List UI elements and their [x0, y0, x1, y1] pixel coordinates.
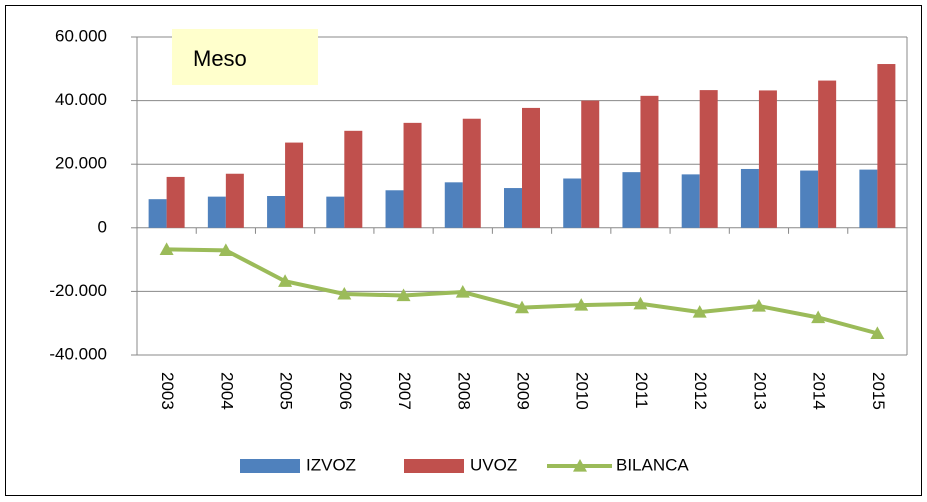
- bar: [207, 196, 226, 228]
- bar: [581, 100, 600, 228]
- x-tick-label: 2009: [514, 372, 533, 410]
- line-marker: [692, 305, 707, 318]
- bar: [758, 90, 777, 228]
- bar: [403, 122, 422, 228]
- legend-swatch: [404, 459, 464, 473]
- line-marker: [396, 288, 411, 302]
- x-tick-label: 2006: [336, 372, 355, 410]
- line-marker: [633, 296, 648, 310]
- bar: [462, 118, 481, 228]
- line-marker: [574, 298, 589, 311]
- x-tick-label: 2015: [869, 372, 888, 410]
- line-marker: [455, 285, 470, 298]
- legend-swatch: [240, 459, 300, 473]
- bar: [344, 130, 363, 228]
- bar: [522, 107, 540, 228]
- line-marker: [870, 326, 885, 339]
- bar: [681, 174, 700, 228]
- line-marker: [278, 274, 293, 287]
- line-marker: [218, 243, 233, 256]
- legend-marker: [573, 459, 587, 472]
- bar: [285, 142, 304, 228]
- x-tick-label: 2008: [454, 372, 473, 410]
- x-tick-label: 2011: [632, 372, 651, 409]
- x-tick-label: 2007: [395, 372, 414, 410]
- bar: [563, 178, 582, 228]
- line-marker: [751, 299, 766, 312]
- line-marker: [811, 310, 826, 324]
- x-tick-label: 2010: [573, 372, 592, 410]
- bar: [444, 182, 463, 228]
- x-tick-label: 2012: [691, 372, 710, 410]
- y-tick-label: 20.000: [55, 154, 107, 173]
- x-tick-label: 2014: [810, 372, 829, 410]
- bar: [699, 90, 718, 228]
- y-tick-label: 40.000: [55, 90, 107, 109]
- y-tick-label: -20.000: [49, 281, 107, 300]
- title-box: [172, 29, 318, 85]
- line-marker: [515, 300, 529, 314]
- bar: [504, 188, 522, 228]
- x-tick-label: 2003: [158, 372, 177, 410]
- bar: [877, 64, 896, 228]
- bar: [267, 196, 286, 228]
- chart-title: Meso: [193, 46, 247, 71]
- y-tick-label: 0: [98, 217, 107, 236]
- bar: [640, 95, 659, 228]
- chart-border: [5, 5, 922, 496]
- line-marker: [159, 242, 174, 256]
- legend-label: IZVOZ: [306, 455, 356, 474]
- bar: [225, 173, 244, 228]
- bar: [800, 170, 819, 228]
- line-marker: [337, 286, 352, 300]
- bar: [859, 169, 878, 228]
- legend-label: BILANCA: [616, 455, 689, 474]
- x-tick-label: 2004: [217, 372, 236, 410]
- y-tick-label: -40.000: [49, 344, 107, 363]
- bar: [166, 176, 185, 228]
- bar: [622, 172, 641, 228]
- bar: [740, 168, 759, 228]
- y-tick-label: 60.000: [55, 26, 107, 45]
- legend-label: UVOZ: [470, 455, 517, 474]
- x-tick-label: 2013: [750, 372, 769, 410]
- bar: [148, 199, 167, 228]
- x-tick-label: 2005: [277, 372, 296, 410]
- bar: [385, 190, 404, 228]
- bar: [326, 196, 345, 228]
- bar: [818, 80, 837, 228]
